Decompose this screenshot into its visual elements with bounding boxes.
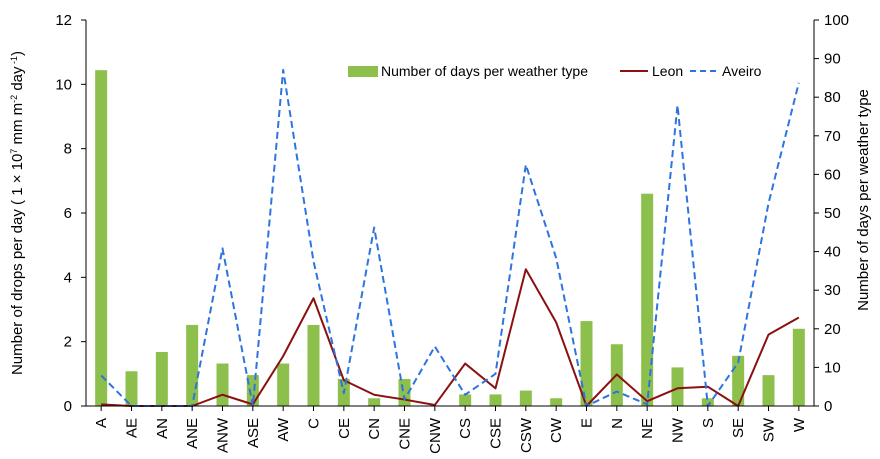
x-tick-label-ANE: ANE xyxy=(184,418,201,449)
x-tick-label-AW: AW xyxy=(275,417,292,441)
bar-ANW xyxy=(216,363,229,406)
y-left-tick-label: 12 xyxy=(55,12,72,29)
bar-NW xyxy=(671,367,684,406)
y-left-label-part: Number of drops per day ( 1 × 10 xyxy=(9,154,26,375)
x-tick-label-ANW: ANW xyxy=(215,417,232,453)
y-axis-left-label: Number of drops per day ( 1 × 107 mm m-2… xyxy=(9,51,26,375)
y-left-tick-label: 0 xyxy=(64,398,72,415)
y-left-tick-label: 6 xyxy=(64,205,72,222)
y-right-tick-label: 50 xyxy=(824,205,841,222)
bar-A xyxy=(95,70,108,407)
x-tick-label-A: A xyxy=(93,418,110,428)
bar-ASE xyxy=(246,375,259,406)
y-left-label-part: mm m xyxy=(9,103,26,149)
legend-label-leon: Leon xyxy=(652,63,683,79)
y-right-tick-label: 30 xyxy=(824,282,841,299)
x-tick-label-E: E xyxy=(579,418,596,428)
bar-ANE xyxy=(186,324,199,406)
legend: Number of days per weather type Leon Ave… xyxy=(348,63,762,79)
y-right-tick-label: 80 xyxy=(824,89,841,106)
bar-AW xyxy=(277,363,290,406)
bars-layer xyxy=(95,70,805,407)
lines-layer xyxy=(100,68,800,407)
series-line-leon xyxy=(101,268,800,407)
y-right-tick-label: 0 xyxy=(824,398,832,415)
x-tick-label-CN: CN xyxy=(366,418,383,440)
x-tick-label-NW: NW xyxy=(670,417,687,443)
bar-AN xyxy=(155,351,168,406)
bar-SW xyxy=(762,375,775,406)
y-axis-right-label: Number of days per weather type xyxy=(855,89,872,311)
x-tick-label-C: C xyxy=(306,418,323,429)
y-right-tick-label: 60 xyxy=(824,166,841,183)
x-tick-label-CS: CS xyxy=(457,418,474,439)
x-tick-label-CNW: CNW xyxy=(427,417,444,454)
x-tick-label-CSE: CSE xyxy=(488,418,505,449)
bar-W xyxy=(792,328,805,406)
x-tick-label-ASE: ASE xyxy=(245,418,262,448)
bar-CS xyxy=(459,394,472,406)
legend-label-aveiro: Aveiro xyxy=(722,63,762,79)
x-tick-label-AE: AE xyxy=(124,418,141,438)
legend-swatch-bar xyxy=(348,66,378,77)
x-tick-label-W: W xyxy=(791,417,808,432)
y-left-label-part: day xyxy=(9,66,26,95)
x-tick-label-CE: CE xyxy=(336,418,353,439)
y-left-label-part: ) xyxy=(9,51,26,56)
bar-NE xyxy=(641,193,654,406)
y-left-tick-label: 2 xyxy=(64,334,72,351)
legend-label-bar: Number of days per weather type xyxy=(381,63,588,79)
bar-C xyxy=(307,324,320,406)
y-left-tick-label: 4 xyxy=(64,269,72,286)
y-right-tick-label: 100 xyxy=(824,12,849,29)
y-left-label-superscript: -1 xyxy=(9,56,19,67)
y-right-tick-label: 10 xyxy=(824,359,841,376)
x-tick-label-CNE: CNE xyxy=(397,418,414,450)
x-tick-label-AN: AN xyxy=(154,418,171,439)
x-tick-label-S: S xyxy=(700,418,717,428)
bar-AE xyxy=(125,371,138,406)
bar-CSE xyxy=(489,394,502,406)
y-left-tick-label: 8 xyxy=(64,141,72,158)
y-left-label-superscript: 7 xyxy=(9,149,19,154)
bar-E xyxy=(580,321,593,406)
y-left-label-superscript: -2 xyxy=(9,95,19,103)
bar-CSW xyxy=(519,390,532,406)
bar-CN xyxy=(368,398,381,406)
bar-S xyxy=(701,398,714,406)
x-tick-label-SW: SW xyxy=(761,417,778,442)
y-right-tick-label: 40 xyxy=(824,244,841,261)
x-tick-label-SE: SE xyxy=(730,418,747,438)
x-tick-label-CSW: CSW xyxy=(518,417,535,453)
x-tick-label-NE: NE xyxy=(639,418,656,439)
series-line-aveiro xyxy=(100,68,800,407)
y-left-tick-label: 10 xyxy=(55,76,72,93)
x-tick-label-CW: CW xyxy=(548,417,565,443)
y-right-tick-label: 20 xyxy=(824,321,841,338)
bar-CW xyxy=(550,398,563,406)
ticks-layer: 0 2 4 6 8 10 12 0 10 20 30 40 50 60 70 80 90 100 A AE AN ANE A… xyxy=(55,12,849,454)
x-tick-label-N: N xyxy=(609,418,626,429)
y-right-tick-label: 90 xyxy=(824,51,841,68)
y-right-tick-label: 70 xyxy=(824,128,841,145)
